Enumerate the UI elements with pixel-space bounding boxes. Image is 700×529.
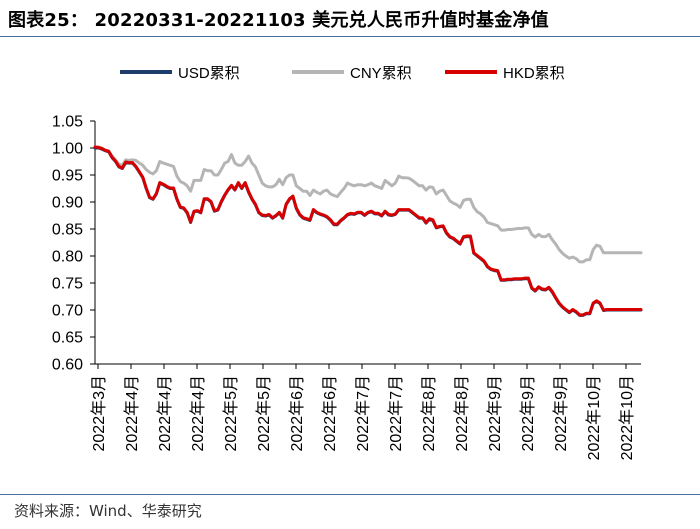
x-axis: 2022年3月 2022年4月 2022年4月 2022年4月 2022年5月 2022年… [90, 363, 641, 460]
y-tick-label: 1.05 [52, 114, 83, 131]
x-tick-label: 2022年5月 [222, 375, 240, 452]
y-axis: 1.05 1.00 0.95 0.90 0.85 0.80 0.75 0.70 0.65 0.60 [52, 114, 96, 374]
y-tick-label: 0.80 [52, 249, 83, 266]
y-tick-label: 0.65 [52, 330, 83, 347]
y-tick-label: 0.70 [52, 303, 83, 320]
chart-title: 图表25： 20220331-20221103 美元兑人民币升值时基金净值 [8, 10, 549, 31]
x-tick-label: 2022年4月 [156, 375, 174, 452]
series-line-hkd [93, 145, 643, 317]
x-tick-label: 2022年3月 [90, 375, 108, 452]
x-tick-label: 2022年10月 [585, 375, 603, 460]
x-tick-label: 2022年7月 [387, 375, 405, 452]
y-tick-label: 0.90 [52, 195, 83, 212]
source-note: 资料来源：Wind、华泰研究 [14, 502, 202, 520]
y-tick-label: 0.60 [52, 357, 83, 374]
legend-label-cny: CNY累积 [350, 65, 412, 82]
x-tick-label: 2022年6月 [321, 375, 339, 452]
x-tick-label: 2022年9月 [519, 375, 537, 452]
title-divider [0, 36, 700, 37]
x-tick-label: 2022年10月 [618, 375, 636, 460]
x-tick-label: 2022年6月 [288, 375, 306, 452]
y-tick-label: 1.00 [52, 141, 83, 158]
series-line-cny [93, 145, 643, 264]
x-tick-label: 2022年4月 [189, 375, 207, 452]
source-divider [0, 494, 700, 495]
legend: USD累积 CNY累积 HKD累积 [120, 65, 565, 82]
legend-label-hkd: HKD累积 [503, 65, 565, 82]
x-tick-label: 2022年8月 [420, 375, 438, 452]
x-tick-label: 2022年4月 [123, 375, 141, 452]
y-tick-label: 0.95 [52, 168, 83, 185]
x-tick-label: 2022年9月 [486, 375, 504, 452]
x-tick-label: 2022年9月 [552, 375, 570, 452]
series-layer [93, 145, 643, 317]
x-tick-label: 2022年7月 [354, 375, 372, 452]
y-tick-label: 0.85 [52, 222, 83, 239]
legend-label-usd: USD累积 [178, 65, 240, 82]
x-tick-label: 2022年8月 [453, 375, 471, 452]
x-tick-label: 2022年5月 [255, 375, 273, 452]
y-tick-label: 0.75 [52, 276, 83, 293]
